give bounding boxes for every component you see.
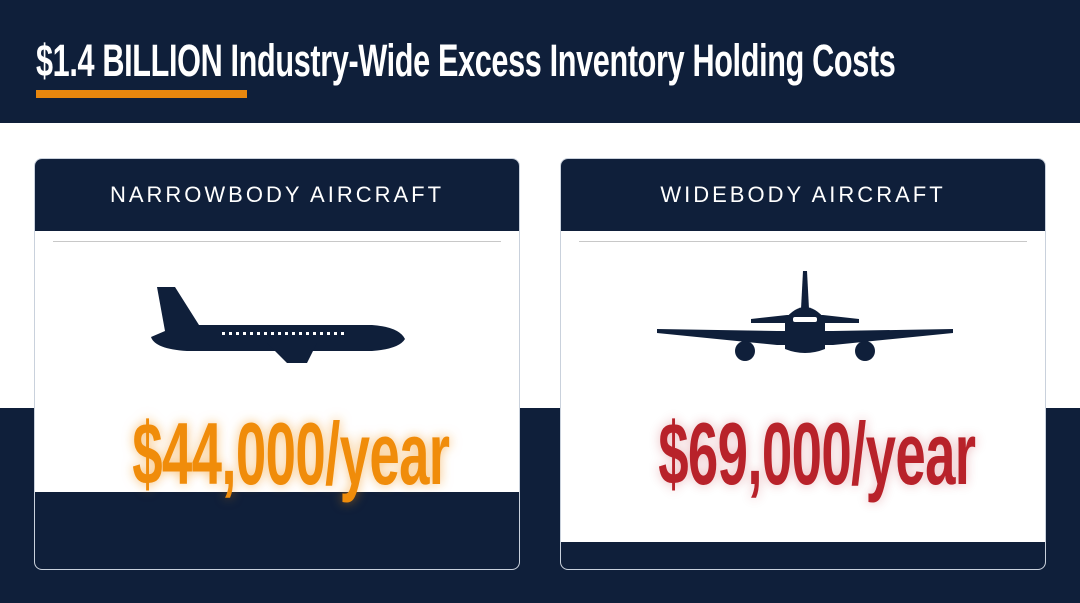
narrowbody-airplane-side-icon	[151, 287, 405, 363]
divider	[579, 241, 1027, 242]
widebody-airplane-front-icon	[657, 271, 953, 361]
header-band	[0, 0, 1080, 123]
narrowbody-card: NARROWBODY AIRCRAFT $44,000/year	[34, 158, 520, 570]
card-title: NARROWBODY AIRCRAFT	[35, 159, 519, 231]
card-footer	[35, 492, 519, 569]
card-title: WIDEBODY AIRCRAFT	[561, 159, 1045, 231]
title-underline	[36, 90, 247, 98]
widebody-price: $69,000/year	[658, 404, 976, 503]
divider	[53, 241, 501, 242]
widebody-card: WIDEBODY AIRCRAFT $69,000/year	[560, 158, 1046, 570]
narrowbody-price: $44,000/year	[132, 404, 450, 503]
card-footer	[561, 542, 1045, 569]
page-title: $1.4 BILLION Industry-Wide Excess Invent…	[36, 35, 896, 86]
